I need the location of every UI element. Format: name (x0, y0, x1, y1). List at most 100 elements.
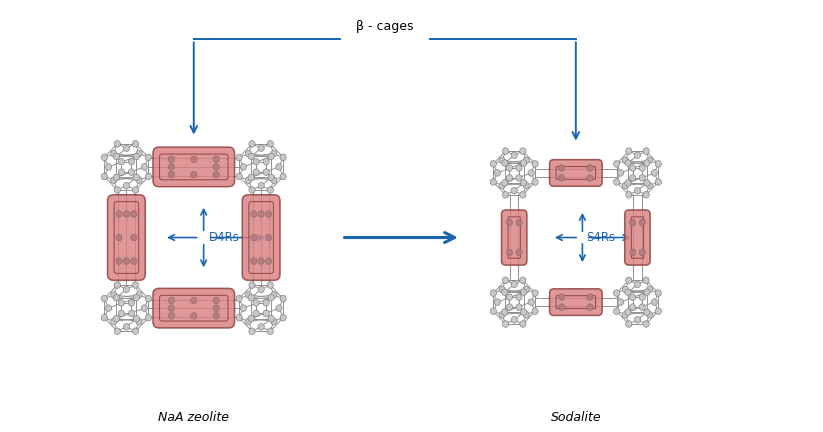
Circle shape (168, 156, 174, 162)
Circle shape (119, 159, 124, 165)
Circle shape (506, 304, 513, 310)
Circle shape (655, 161, 662, 167)
Circle shape (643, 148, 649, 154)
Circle shape (258, 211, 264, 217)
Circle shape (267, 328, 273, 334)
Circle shape (253, 310, 259, 317)
Circle shape (240, 305, 246, 311)
Circle shape (133, 174, 140, 181)
Circle shape (258, 324, 264, 330)
Circle shape (502, 321, 509, 327)
Circle shape (501, 289, 508, 295)
Circle shape (499, 157, 505, 164)
Circle shape (499, 286, 505, 293)
Circle shape (523, 157, 529, 164)
Circle shape (559, 294, 565, 300)
Circle shape (191, 172, 197, 178)
Circle shape (521, 309, 527, 315)
Circle shape (625, 277, 632, 283)
Circle shape (146, 314, 151, 321)
Circle shape (532, 179, 538, 185)
FancyBboxPatch shape (550, 160, 602, 186)
Circle shape (213, 313, 219, 319)
Circle shape (253, 159, 259, 165)
Circle shape (280, 173, 286, 180)
Circle shape (110, 177, 117, 184)
Circle shape (643, 277, 649, 283)
Circle shape (268, 294, 274, 301)
Circle shape (276, 305, 282, 311)
Circle shape (630, 304, 636, 310)
Circle shape (101, 154, 108, 161)
Circle shape (559, 175, 565, 181)
Circle shape (622, 311, 629, 318)
Circle shape (499, 182, 505, 189)
Text: Sodalite: Sodalite (551, 411, 601, 424)
Circle shape (128, 310, 134, 317)
Circle shape (136, 318, 142, 324)
Circle shape (276, 164, 282, 170)
Circle shape (502, 277, 509, 283)
Circle shape (248, 174, 254, 181)
Circle shape (639, 219, 645, 226)
Circle shape (523, 311, 529, 318)
Circle shape (502, 148, 509, 154)
Circle shape (644, 289, 650, 295)
Circle shape (258, 258, 264, 264)
Circle shape (520, 277, 526, 283)
Circle shape (494, 299, 500, 305)
FancyBboxPatch shape (242, 195, 280, 280)
Circle shape (245, 318, 252, 324)
Circle shape (131, 258, 137, 264)
Circle shape (622, 157, 629, 164)
Circle shape (625, 160, 631, 166)
Circle shape (646, 286, 653, 293)
Circle shape (511, 281, 518, 288)
Circle shape (501, 160, 508, 166)
Circle shape (116, 211, 122, 217)
Circle shape (191, 297, 197, 304)
FancyBboxPatch shape (550, 289, 602, 315)
Text: S4Rs: S4Rs (587, 231, 616, 244)
Circle shape (639, 249, 645, 256)
Circle shape (587, 175, 593, 181)
Circle shape (116, 258, 122, 264)
Circle shape (521, 289, 527, 295)
Circle shape (516, 294, 522, 300)
Circle shape (506, 249, 513, 256)
Circle shape (625, 289, 631, 295)
Circle shape (253, 300, 259, 306)
Circle shape (105, 164, 112, 170)
Circle shape (123, 211, 129, 217)
Circle shape (521, 180, 527, 186)
FancyBboxPatch shape (153, 289, 235, 328)
Circle shape (271, 177, 277, 184)
Circle shape (630, 165, 636, 171)
Circle shape (133, 153, 140, 160)
Circle shape (123, 324, 129, 330)
Circle shape (502, 191, 509, 198)
Circle shape (133, 282, 138, 288)
Circle shape (265, 234, 272, 241)
Circle shape (249, 187, 255, 193)
Circle shape (236, 173, 242, 180)
Circle shape (499, 311, 505, 318)
Circle shape (613, 179, 620, 185)
Circle shape (506, 219, 513, 226)
Circle shape (105, 305, 112, 311)
Circle shape (501, 309, 508, 315)
Circle shape (128, 169, 134, 175)
Circle shape (491, 308, 496, 314)
Circle shape (280, 154, 286, 161)
Circle shape (146, 154, 151, 161)
Circle shape (528, 299, 534, 305)
Circle shape (123, 286, 129, 293)
Circle shape (249, 328, 255, 334)
Circle shape (520, 321, 526, 327)
Circle shape (617, 170, 624, 176)
Circle shape (101, 295, 108, 302)
Circle shape (651, 299, 658, 305)
Circle shape (131, 211, 137, 217)
Circle shape (240, 164, 246, 170)
Circle shape (559, 304, 565, 311)
